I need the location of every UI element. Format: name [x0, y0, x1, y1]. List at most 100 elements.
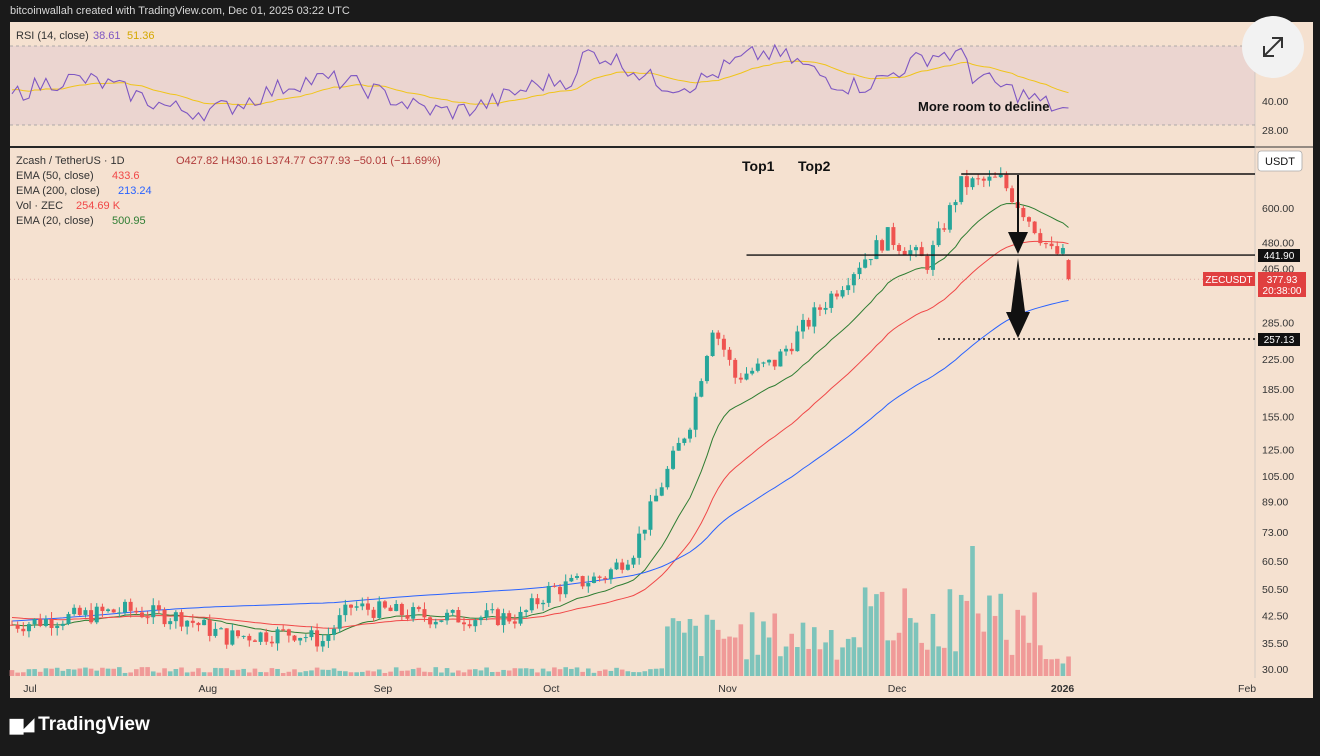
volume-bar	[410, 669, 416, 676]
candle-body	[947, 205, 952, 230]
candle-body	[648, 501, 653, 530]
volume-bar	[930, 613, 936, 676]
volume-bar	[280, 672, 286, 676]
volume-bar	[574, 667, 580, 676]
drop-arrow-upper	[1008, 175, 1028, 254]
expand-button[interactable]	[1242, 16, 1304, 78]
volume-bar	[376, 669, 382, 676]
volume-bar	[427, 672, 433, 676]
candle-body	[224, 628, 229, 645]
candle-body	[693, 396, 698, 430]
legend-row-label: Vol · ZEC	[16, 200, 63, 212]
currency-badge[interactable]	[1257, 150, 1303, 172]
volume-bar	[128, 672, 133, 676]
candle-body	[976, 178, 981, 180]
candle-body	[230, 630, 235, 645]
ema-200-line	[11, 300, 1069, 622]
candle-body	[642, 529, 647, 534]
drop-arrow-lower	[1006, 258, 1030, 338]
candle-body	[806, 319, 811, 327]
candle-body	[863, 259, 868, 268]
price-tick: 125.00	[1262, 444, 1294, 456]
candle-body	[823, 307, 828, 310]
candle-body	[930, 245, 935, 270]
volume-bar	[941, 647, 947, 676]
time-tick: Dec	[888, 683, 907, 695]
volume-bar	[21, 672, 26, 676]
candle-body	[998, 174, 1003, 178]
candle-layer	[10, 167, 1071, 652]
candle-body	[111, 609, 116, 613]
candle-body	[60, 623, 65, 626]
candle-body	[275, 629, 280, 644]
volume-bar	[964, 600, 970, 676]
candle-body	[1027, 217, 1031, 222]
volume-bar	[885, 640, 891, 676]
volume-bar	[987, 595, 992, 676]
ema-layer	[11, 202, 1069, 636]
volume-bar	[693, 625, 698, 676]
symbol-badge	[1203, 272, 1255, 286]
volume-bar	[179, 667, 184, 676]
candle-body	[659, 487, 664, 496]
candle-body	[620, 562, 625, 570]
candle-body	[727, 349, 732, 360]
candle-body	[179, 612, 184, 627]
volume-bar	[247, 672, 252, 676]
candle-body	[196, 622, 201, 626]
volume-bar	[473, 669, 478, 676]
volume-bar	[9, 670, 15, 676]
time-tick: 2026	[1051, 683, 1075, 695]
volume-bar	[648, 669, 653, 676]
volume-bar	[670, 618, 676, 676]
volume-bar	[94, 670, 100, 676]
candle-body	[151, 605, 156, 618]
volume-bar	[682, 632, 687, 676]
rsi-layer	[11, 43, 1069, 122]
volume-bar	[806, 648, 811, 676]
volume-bar	[252, 668, 258, 676]
volume-bar	[868, 606, 874, 676]
volume-bar	[173, 669, 179, 676]
candle-body	[292, 635, 297, 641]
candle-body	[416, 607, 421, 610]
volume-bar	[224, 668, 229, 676]
candle-body	[789, 348, 794, 352]
volume-bar	[557, 669, 563, 676]
candle-body	[631, 557, 636, 565]
volume-bar	[365, 670, 371, 676]
volume-bar	[970, 546, 975, 676]
candle-body	[925, 256, 930, 270]
volume-bar	[292, 669, 297, 676]
volume-bar	[518, 668, 523, 676]
candle-body	[247, 635, 252, 641]
candle-body	[332, 628, 337, 635]
candle-body	[575, 576, 579, 578]
volume-bar	[309, 670, 314, 676]
legend-row-label: EMA (50, close)	[16, 170, 94, 182]
price-tick: 105.00	[1262, 471, 1294, 483]
legend-row-label: EMA (200, close)	[16, 185, 100, 197]
volume-bar	[857, 647, 862, 676]
candle-body	[1060, 247, 1065, 254]
candle-body	[981, 178, 986, 181]
volume-bar	[642, 671, 648, 676]
candle-body	[258, 632, 263, 642]
volume-bar	[326, 669, 331, 676]
volume-bar	[800, 622, 806, 676]
volume-bar	[1054, 658, 1060, 676]
volume-bar	[422, 671, 427, 676]
candle-body	[38, 618, 43, 626]
volume-bar	[371, 671, 376, 676]
chart-credit: bitcoinwallah created with TradingView.c…	[10, 5, 350, 17]
volume-bar	[625, 671, 631, 676]
candle-body	[439, 620, 444, 622]
candle-body	[846, 285, 851, 291]
volume-bar	[755, 654, 761, 676]
price-tick: 42.50	[1262, 610, 1288, 622]
neckline-badge	[1258, 249, 1300, 262]
volume-bar	[1066, 656, 1071, 676]
volume-bar	[478, 670, 484, 676]
